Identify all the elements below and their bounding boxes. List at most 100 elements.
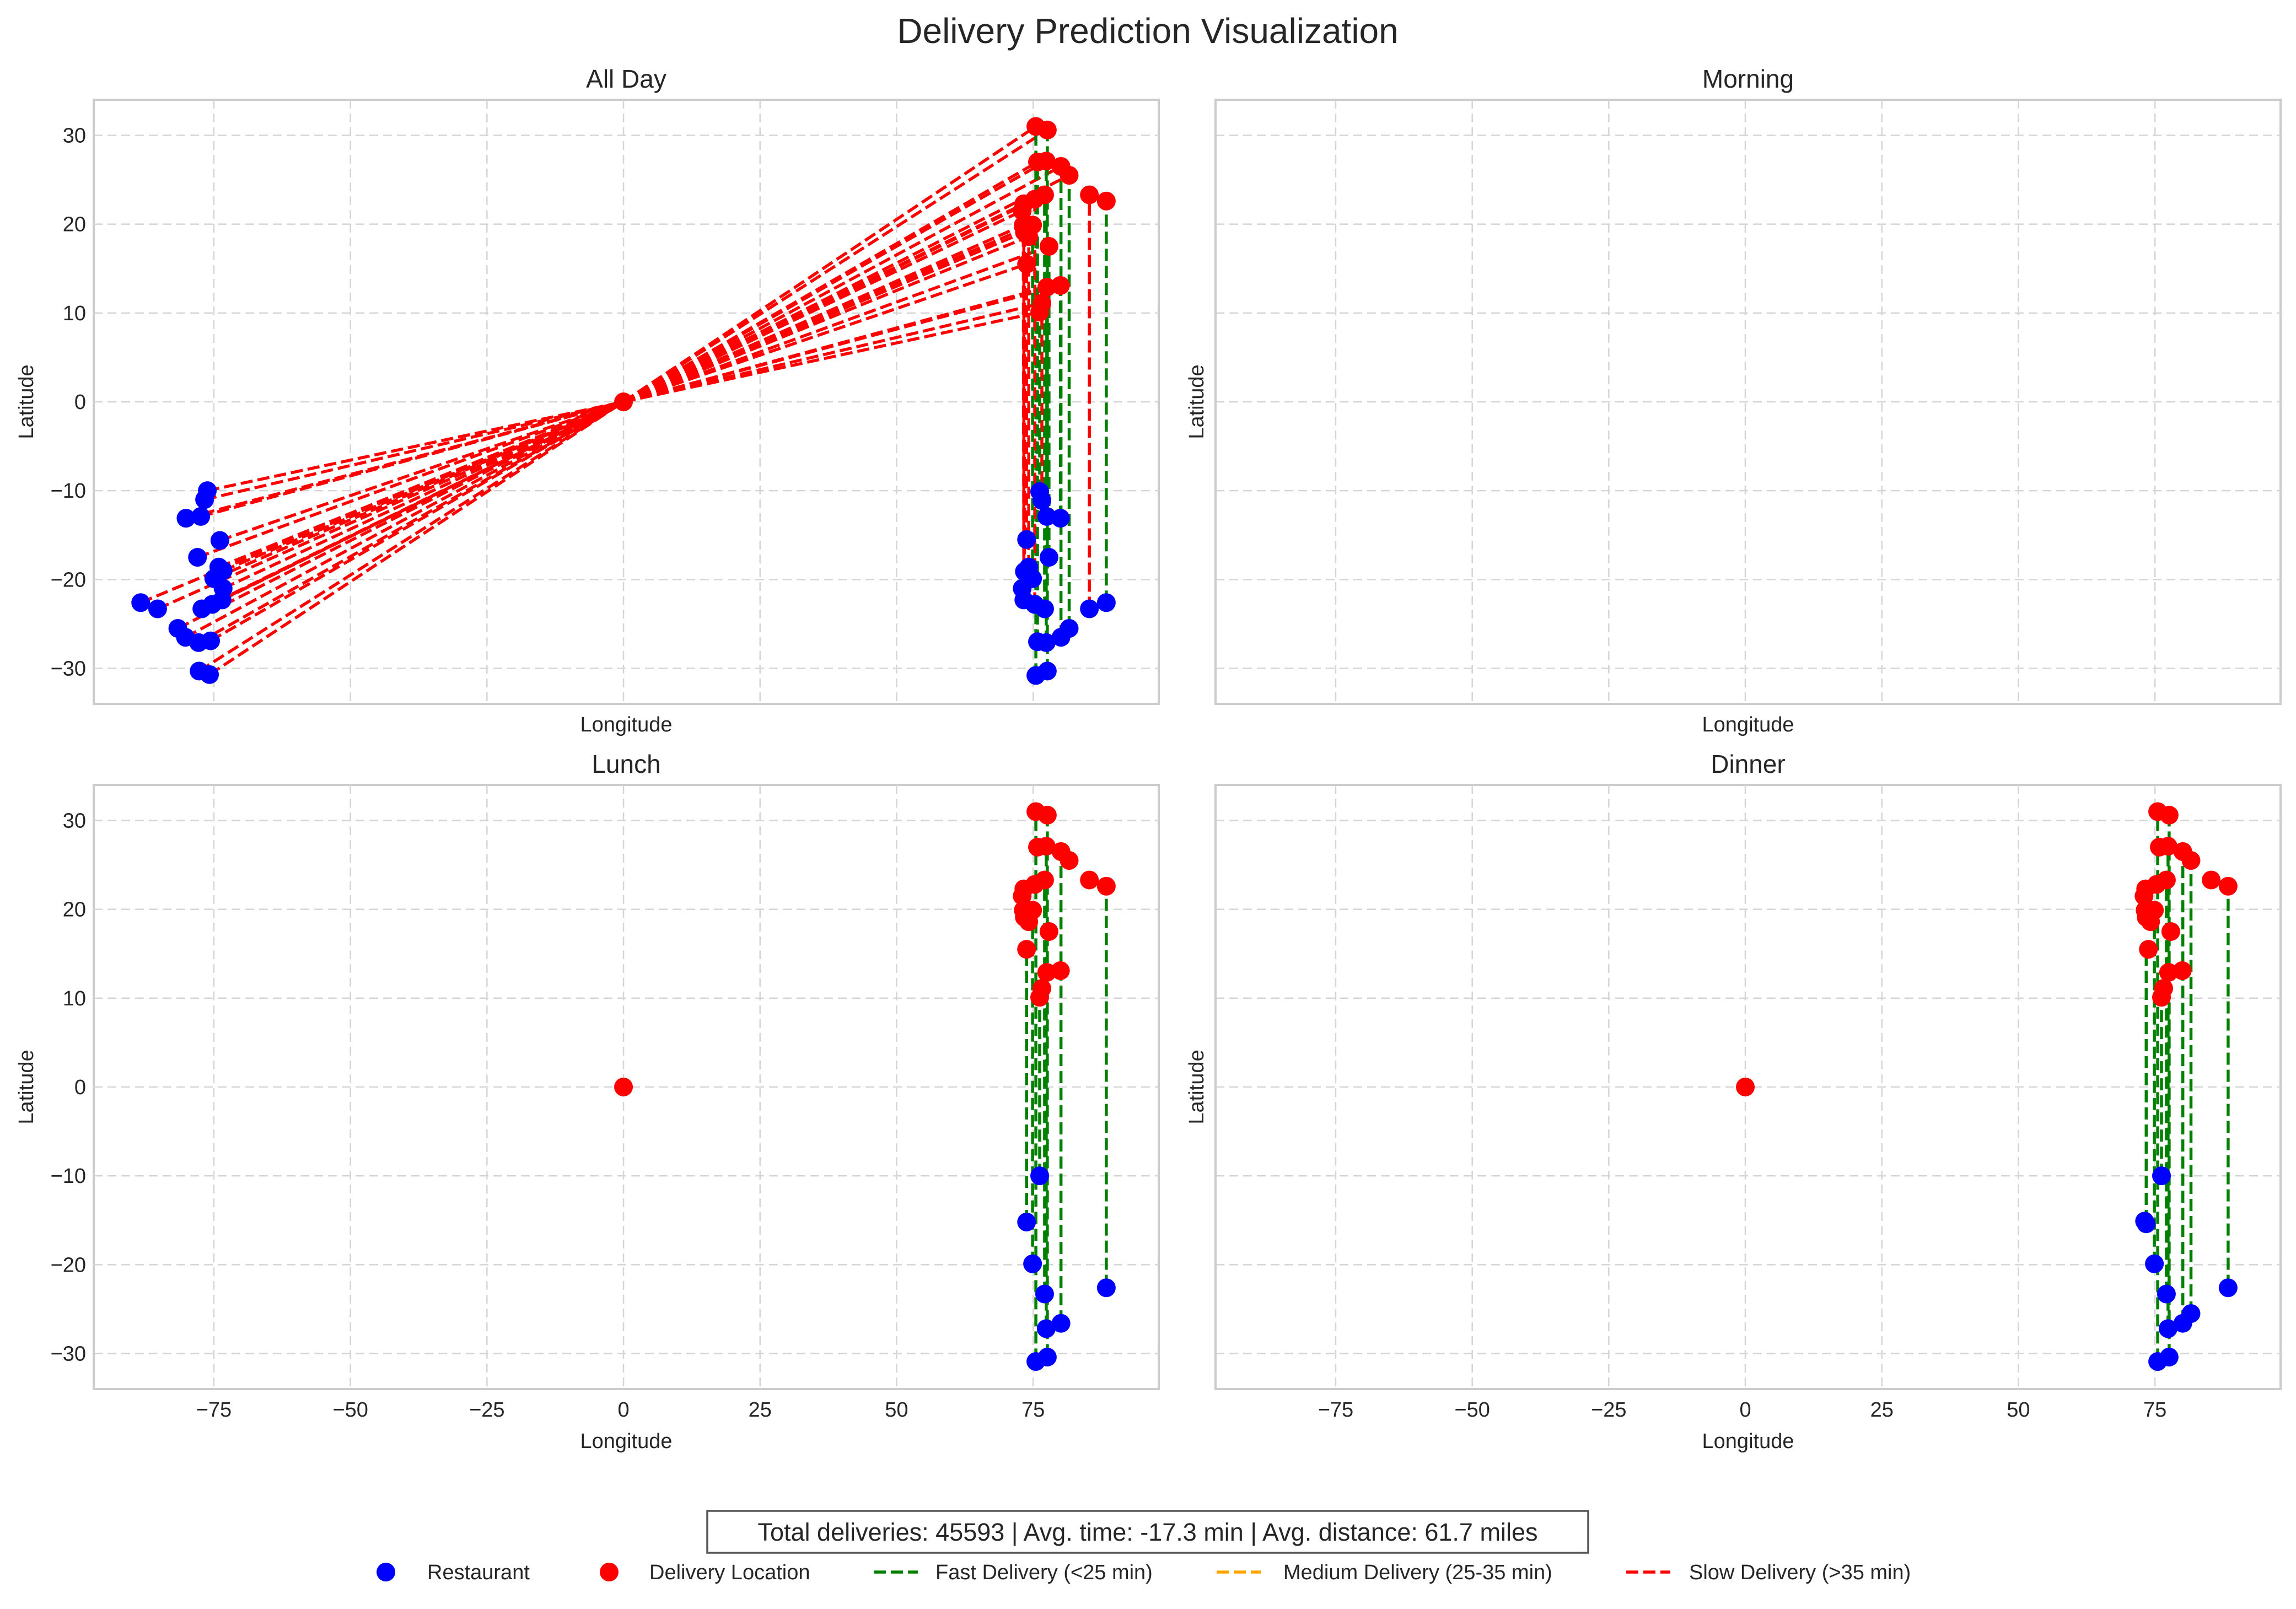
x-tick-label: −50 — [332, 1398, 368, 1422]
delivery-point — [1051, 276, 1070, 295]
delivery-point — [1039, 236, 1058, 256]
restaurant-point — [188, 548, 207, 567]
x-tick-label: −75 — [196, 1398, 232, 1422]
x-tick-label: −25 — [1591, 1398, 1626, 1422]
x-tick-label: 75 — [2143, 1398, 2166, 1422]
delivery-point — [614, 392, 633, 411]
x-tick-label: 75 — [1021, 1398, 1045, 1422]
restaurant-point — [1060, 619, 1079, 638]
x-axis-label: Longitude — [1702, 1430, 1794, 1453]
route-line-slow — [221, 400, 625, 601]
delivery-point — [1051, 961, 1070, 980]
y-axis-label: Latitude — [1185, 364, 1208, 439]
y-tick-label: −10 — [51, 480, 86, 503]
y-tick-label: 30 — [63, 809, 86, 832]
route-line-slow — [623, 235, 1030, 403]
legend-marker-icon — [377, 1563, 395, 1581]
y-tick-label: 20 — [63, 898, 86, 922]
restaurant-point — [2218, 1278, 2238, 1298]
restaurant-point — [2152, 1166, 2171, 1186]
restaurant-point — [1096, 1278, 1116, 1298]
y-tick-label: −10 — [51, 1165, 86, 1188]
route-line-slow — [622, 165, 1062, 403]
y-tick-label: −30 — [51, 658, 86, 681]
subplot-all-day: −30 −20 −10 0 10 20 30 All Day Longitude Latitude — [15, 64, 1160, 736]
restaurant-point — [1096, 593, 1116, 612]
figure-title: Delivery Prediction Visualization — [897, 11, 1398, 51]
legend-item-delivery: Delivery Location — [600, 1561, 810, 1584]
y-tick-label: 0 — [74, 391, 86, 414]
x-tick-label: 25 — [749, 1398, 772, 1422]
delivery-point — [2139, 940, 2158, 959]
restaurant-point — [1030, 482, 1050, 501]
x-tick-label: 50 — [2007, 1398, 2030, 1422]
restaurant-point — [1037, 507, 1056, 526]
y-tick-label: −30 — [51, 1343, 86, 1366]
delivery-point — [1080, 870, 1099, 890]
subplot-title: Dinner — [1711, 750, 1786, 778]
delivery-point — [1736, 1078, 1755, 1096]
stats-text: Total deliveries: 45593 | Avg. time: -17… — [758, 1518, 1538, 1546]
x-tick-label: 0 — [617, 1398, 629, 1422]
delivery-point — [1036, 152, 1056, 171]
legend-label: Fast Delivery (<25 min) — [935, 1561, 1153, 1584]
y-tick-label: 30 — [63, 124, 86, 147]
route-line-slow — [622, 174, 1070, 403]
delivery-point — [1039, 922, 1058, 941]
restaurant-points — [131, 481, 1116, 685]
restaurant-point — [1035, 1284, 1054, 1304]
legend: Restaurant Delivery Location Fast Delivery… — [377, 1561, 1911, 1584]
route-line-slow — [623, 310, 1040, 403]
delivery-point — [2134, 886, 2154, 906]
delivery-point — [1080, 185, 1099, 205]
delivery-point — [1096, 191, 1116, 211]
restaurant-point — [200, 665, 219, 684]
restaurant-point — [2158, 1319, 2177, 1338]
delivery-point — [614, 1078, 633, 1096]
delivery-point — [2158, 837, 2177, 856]
delivery-point — [2159, 805, 2179, 825]
x-axis-label: Longitude — [1702, 713, 1794, 736]
restaurant-point — [201, 631, 221, 650]
delivery-point — [1019, 227, 1039, 246]
y-tick-label: 0 — [74, 1076, 86, 1099]
restaurant-point — [1019, 557, 1039, 577]
delivery-point — [1037, 278, 1056, 297]
delivery-point — [1030, 988, 1050, 1007]
legend-label: Slow Delivery (>35 min) — [1689, 1561, 1911, 1584]
restaurant-point — [2159, 1347, 2179, 1366]
restaurant-point — [191, 507, 211, 526]
route-line-slow — [623, 262, 1028, 403]
restaurant-point — [1037, 1347, 1057, 1366]
route-line-slow — [622, 125, 1037, 403]
subplot-dinner: −75 −50 −25 0 25 50 75 Dinner Longitude Latitude — [1185, 750, 2282, 1453]
y-axis-label: Latitude — [15, 1050, 38, 1124]
delivery-point — [1017, 255, 1036, 274]
restaurant-point — [2157, 1284, 2176, 1304]
route-line-slow — [622, 159, 1047, 403]
restaurant-point — [148, 599, 167, 618]
legend-item-restaurant: Restaurant — [377, 1561, 530, 1584]
delivery-point — [2202, 870, 2221, 890]
delivery-point — [1037, 963, 1056, 982]
restaurant-point — [1051, 509, 1070, 528]
route-line-slow — [622, 128, 1048, 403]
restaurant-point — [2145, 1254, 2164, 1273]
restaurant-point — [1017, 1212, 1036, 1231]
delivery-point — [2181, 851, 2201, 870]
route-line-slow — [623, 286, 1047, 403]
delivery-point — [1037, 120, 1057, 139]
delivery-point — [1060, 166, 1079, 185]
delivery-point — [2152, 988, 2171, 1007]
restaurant-point — [209, 557, 228, 577]
route-lines — [2144, 811, 2230, 1361]
route-line-slow — [185, 400, 625, 639]
restaurant-point — [1036, 633, 1056, 652]
restaurant-point — [198, 481, 217, 501]
restaurant-point — [176, 509, 196, 528]
restaurant-point — [1080, 599, 1099, 618]
subplot-title: Morning — [1702, 64, 1794, 93]
route-line-slow — [197, 400, 625, 644]
subplot-title: All Day — [586, 64, 666, 93]
subplot-lunch: −75 −50 −25 0 25 50 75 −30 −20 −10 0 10 20 30 Lunch Lon… — [15, 750, 1160, 1453]
